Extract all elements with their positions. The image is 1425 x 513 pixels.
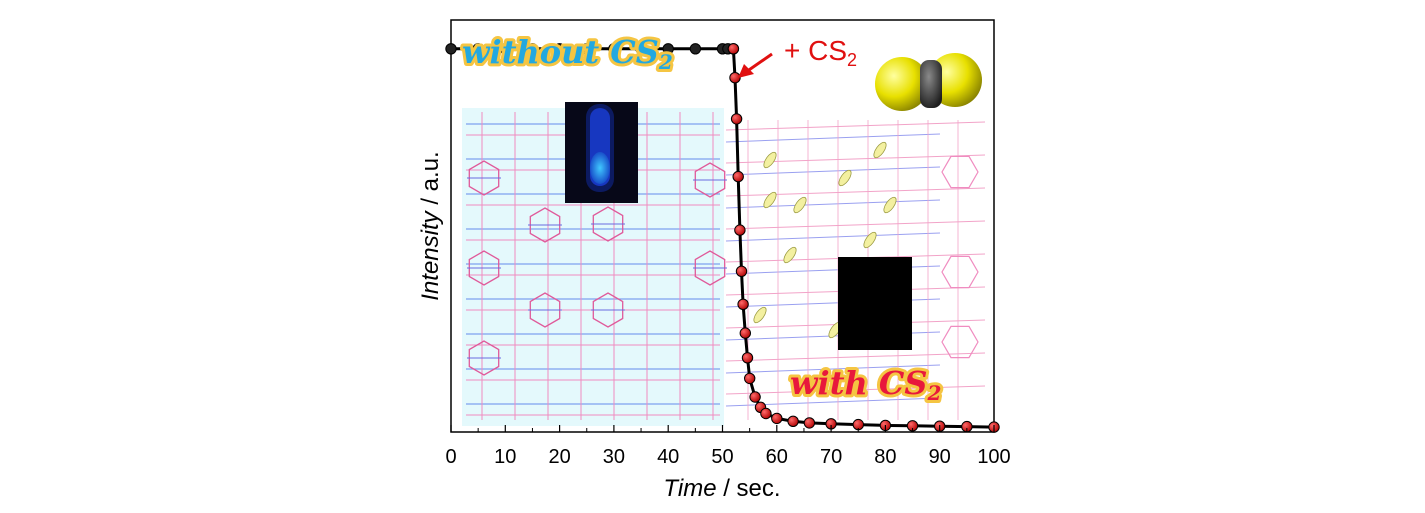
data-point bbox=[608, 43, 620, 55]
fluorescent-tube-photo bbox=[565, 102, 638, 203]
quenched-tube-photo bbox=[838, 257, 912, 350]
annotation-with-cs2: with CS2 bbox=[787, 361, 944, 408]
data-point bbox=[737, 298, 749, 310]
svg-text:with CS2: with CS2 bbox=[790, 364, 941, 405]
x-tick-label: 80 bbox=[874, 446, 896, 468]
data-point bbox=[744, 372, 756, 385]
x-axis-tick-labels: 0 10 20 30 40 50 60 70 80 90 100 bbox=[445, 446, 1010, 468]
data-point bbox=[635, 43, 647, 55]
data-point bbox=[732, 170, 744, 183]
x-tick-label: 30 bbox=[603, 446, 625, 468]
x-tick-label: 0 bbox=[445, 446, 456, 468]
data-point bbox=[741, 352, 754, 364]
x-tick-label: 90 bbox=[929, 446, 951, 468]
data-point bbox=[662, 43, 674, 55]
annotation-without-cs2: without CS2 bbox=[459, 30, 676, 77]
data-point bbox=[727, 43, 740, 55]
series-0 bbox=[445, 43, 740, 55]
data-point bbox=[749, 391, 761, 403]
data-point bbox=[729, 72, 741, 84]
x-tick-label: 20 bbox=[548, 446, 570, 468]
data-series bbox=[445, 43, 1000, 433]
data-point bbox=[730, 113, 743, 125]
arrow-icon bbox=[745, 52, 773, 74]
x-tick-label: 100 bbox=[977, 446, 1010, 468]
x-axis-ticks bbox=[450, 425, 995, 432]
cs2-molecule-icon bbox=[875, 53, 982, 111]
lattice-right bbox=[725, 120, 986, 420]
svg-text:+ CS2: + CS2 bbox=[784, 35, 857, 70]
x-tick-label: 70 bbox=[820, 446, 842, 468]
data-point bbox=[760, 407, 772, 420]
data-point bbox=[803, 417, 816, 429]
x-tick-label: 10 bbox=[494, 446, 516, 468]
data-point bbox=[689, 43, 702, 55]
x-tick-label: 50 bbox=[711, 446, 733, 468]
data-point bbox=[734, 224, 746, 236]
data-point bbox=[581, 43, 593, 55]
data-point bbox=[739, 327, 751, 339]
y-axis-label: Intensity / a.u. bbox=[417, 151, 444, 300]
annotation-add-cs2: + CS2 bbox=[738, 35, 857, 78]
data-point bbox=[771, 412, 783, 425]
data-point bbox=[472, 43, 484, 55]
x-axis-label: Time / sec. bbox=[663, 475, 780, 502]
data-point bbox=[735, 265, 748, 277]
data-point bbox=[445, 43, 457, 55]
data-point bbox=[553, 43, 566, 55]
x-tick-label: 40 bbox=[657, 446, 679, 468]
data-point bbox=[526, 43, 539, 55]
svg-text:without CS2: without CS2 bbox=[462, 33, 673, 74]
x-tick-label: 60 bbox=[766, 446, 788, 468]
arrowhead-icon bbox=[738, 64, 754, 78]
data-point bbox=[499, 43, 511, 55]
data-point bbox=[787, 415, 799, 427]
